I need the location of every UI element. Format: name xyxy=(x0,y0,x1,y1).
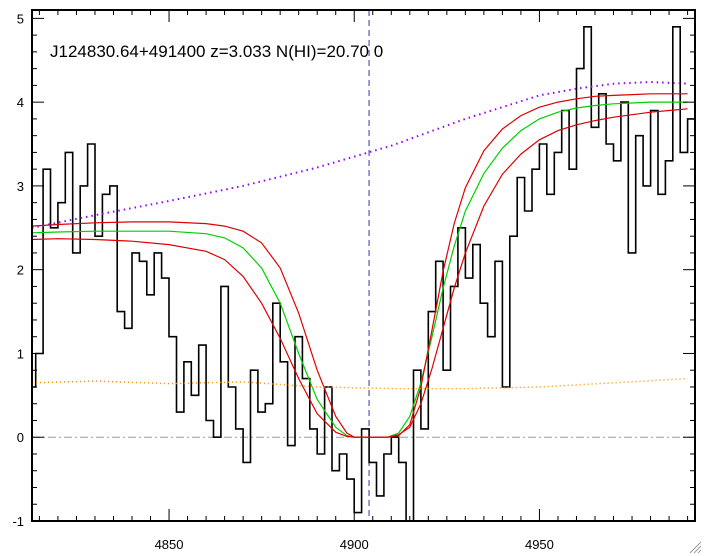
y-tick-label: 3 xyxy=(17,179,24,194)
y-tick-label: -1 xyxy=(12,514,24,529)
model-upper-series-line xyxy=(31,93,688,438)
x-tick-label: 4850 xyxy=(155,537,184,552)
plot-curves xyxy=(31,10,695,522)
y-tick-label: 1 xyxy=(17,346,24,361)
y-tick-label: 2 xyxy=(17,263,24,278)
resize-grip-icon[interactable] xyxy=(688,540,702,554)
y-tick-label: 5 xyxy=(17,11,24,26)
axis-tick-labels: 4850 4900 4950 -1 0 1 2 3 4 5 xyxy=(12,11,553,552)
model-series-line xyxy=(31,101,688,438)
y-tick-label: 4 xyxy=(17,95,24,110)
flux-series-line xyxy=(32,26,695,522)
model-lower-series-line xyxy=(31,108,688,438)
chart-title: J124830.64+491400 z=3.033 N(HI)=20.70 0 xyxy=(50,42,383,61)
continuum-series-line xyxy=(31,80,688,229)
plot-frame xyxy=(31,9,696,522)
x-tick-label: 4900 xyxy=(340,537,369,552)
error-series-line xyxy=(31,377,688,390)
y-tick-label: 0 xyxy=(17,430,24,445)
x-tick-label: 4950 xyxy=(525,537,554,552)
